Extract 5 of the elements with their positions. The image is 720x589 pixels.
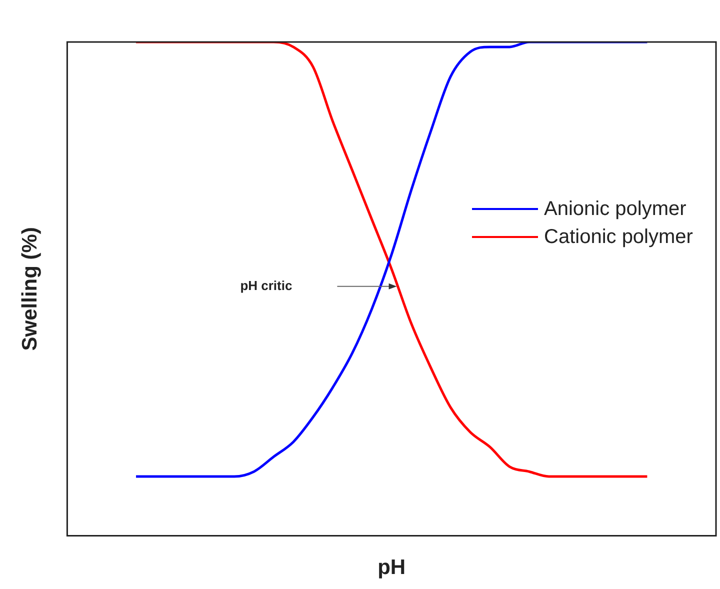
- legend-label: Anionic polymer: [543, 197, 688, 222]
- y-axis-title: Swelling (%): [18, 227, 42, 351]
- legend-label: Cationic polymer: [543, 225, 693, 250]
- annotation: pH critic: [240, 278, 292, 294]
- x-axis-title: pH: [378, 556, 406, 580]
